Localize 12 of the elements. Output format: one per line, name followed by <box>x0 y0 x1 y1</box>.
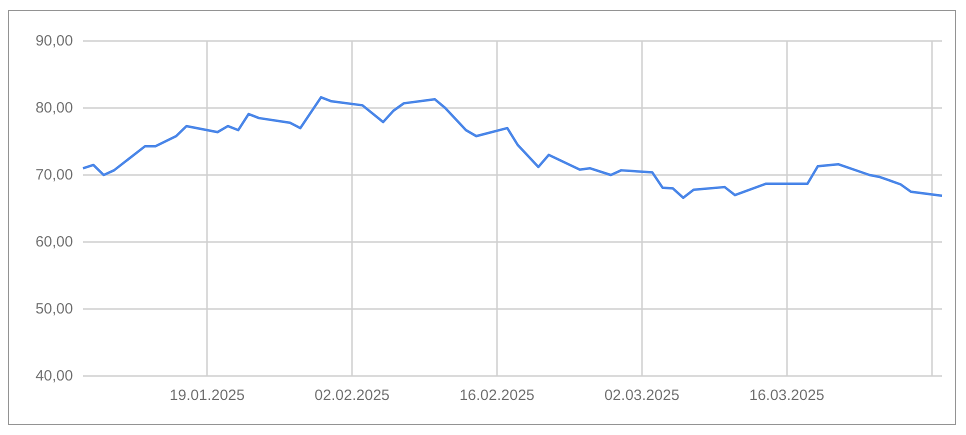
line-series <box>82 96 944 200</box>
y-tick-label: 70,00 <box>35 166 73 184</box>
x-tick-label: 02.02.2025 <box>314 387 390 404</box>
x-tick-label: 16.03.2025 <box>749 387 824 404</box>
x-tick-label: 02.03.2025 <box>604 387 680 404</box>
y-tick-label: 40,00 <box>35 368 73 384</box>
y-tick-label: 90,00 <box>35 32 73 50</box>
x-tick-label: 19.01.2025 <box>170 387 245 404</box>
y-tick-label: 80,00 <box>35 100 73 116</box>
x-tick-label: 16.02.2025 <box>459 387 535 404</box>
y-tick-label: 60,00 <box>35 234 73 250</box>
y-tick-label: 50,00 <box>35 300 73 318</box>
